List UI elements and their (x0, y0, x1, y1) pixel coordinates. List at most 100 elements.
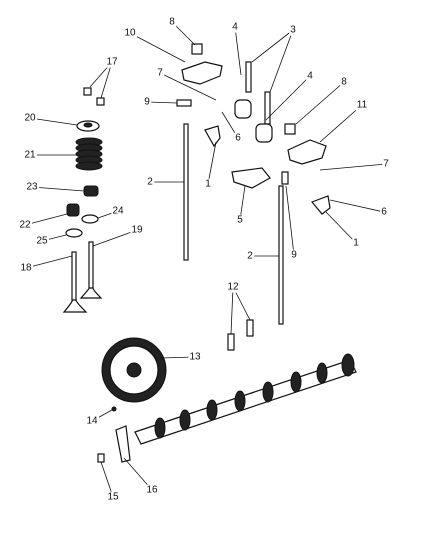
nut (284, 123, 296, 135)
callout-bg (168, 16, 177, 28)
callout-bg (23, 149, 37, 161)
callout-bg (25, 181, 39, 193)
callout-label: 2 (147, 177, 153, 188)
callout-label: 14 (86, 416, 98, 427)
leader-line (329, 199, 385, 213)
pivot (234, 99, 252, 119)
pivot (255, 123, 273, 143)
leader-line (100, 61, 113, 99)
leader-line (239, 185, 246, 221)
callout-bg (204, 178, 213, 190)
callout-label: 15 (107, 492, 119, 503)
nut (191, 43, 203, 55)
callout-bg (188, 351, 202, 363)
callout-bg (306, 70, 315, 82)
leader-line (319, 163, 387, 171)
leader-line (129, 32, 186, 63)
callout-bg (380, 206, 389, 218)
callout-label: 7 (157, 68, 163, 79)
callout-bg (231, 21, 240, 33)
guide (204, 125, 221, 148)
callout-label: 23 (26, 182, 38, 193)
callout-label: 2 (247, 251, 253, 262)
callout-label: 9 (144, 97, 150, 108)
callout-bg (18, 219, 32, 231)
callout-bg (145, 484, 159, 496)
callout-label: 20 (24, 113, 36, 124)
bracket (231, 167, 271, 189)
rocker-arm (287, 139, 327, 165)
callout-label: 6 (381, 207, 387, 218)
callout-bg (23, 112, 37, 124)
leader-line (251, 29, 294, 63)
callout-bg (106, 491, 120, 503)
callout-bg (352, 237, 361, 249)
callout-bg (105, 56, 119, 68)
callout-bg (246, 250, 255, 262)
leader-line (230, 286, 234, 335)
shim (81, 214, 99, 224)
leader-line (319, 104, 363, 143)
callout-label: 4 (232, 22, 238, 33)
callout-label: 12 (227, 282, 239, 293)
callout-label: 11 (357, 100, 368, 111)
parts (62, 43, 357, 463)
valve (79, 241, 103, 299)
leader-line (269, 29, 294, 93)
callout-label: 8 (341, 77, 347, 88)
cam-gear-center (126, 362, 142, 378)
callout-bg (146, 176, 155, 188)
callout-bg (35, 235, 49, 247)
callout-label: 22 (19, 220, 31, 231)
pin (176, 99, 192, 107)
pin (281, 171, 289, 185)
callout-label: 6 (235, 133, 241, 144)
callout-label: 19 (131, 225, 143, 236)
leader-line (234, 26, 242, 76)
pushrod (183, 123, 189, 261)
callout-bg (85, 415, 99, 427)
shim (65, 228, 83, 238)
callout-label: 1 (205, 179, 211, 190)
leader-line (24, 213, 68, 226)
callout-bg (130, 224, 144, 236)
callout-bg (382, 158, 391, 170)
leader-line (265, 75, 311, 121)
leader-line (92, 229, 138, 247)
callout-bg (355, 99, 369, 111)
callout-bg (226, 281, 240, 293)
leader-line (100, 461, 114, 498)
leader-line (159, 72, 217, 101)
callout-bg (19, 262, 33, 274)
leader-line (207, 141, 217, 185)
callout-bg (290, 249, 299, 261)
callout-label: 7 (383, 159, 389, 170)
leader-line (25, 255, 73, 269)
callout-label: 3 (290, 25, 296, 36)
callout-label: 17 (106, 57, 118, 68)
callout-bg (236, 214, 245, 226)
callout-bg (111, 205, 125, 217)
callout-bg (234, 132, 243, 144)
thrust-plate (115, 425, 131, 463)
callout-label: 18 (20, 263, 32, 274)
valve (62, 251, 88, 313)
keeper (83, 87, 92, 96)
callout-label: 21 (24, 150, 36, 161)
callout-bg (340, 76, 349, 88)
cam-lobes (154, 353, 355, 439)
callout-label: 10 (124, 28, 136, 39)
callout-bg (289, 24, 298, 36)
callout-label: 25 (36, 236, 48, 247)
dowel (111, 406, 117, 412)
keeper (96, 97, 105, 106)
pushrod (278, 185, 284, 325)
valve-seal (83, 185, 99, 197)
leader-line (285, 185, 295, 256)
callout-bg (143, 96, 152, 108)
bolt (227, 333, 235, 351)
callout-bg (123, 27, 137, 39)
guide (310, 195, 331, 215)
leader-line (146, 101, 178, 104)
rocker-arm (181, 61, 223, 85)
